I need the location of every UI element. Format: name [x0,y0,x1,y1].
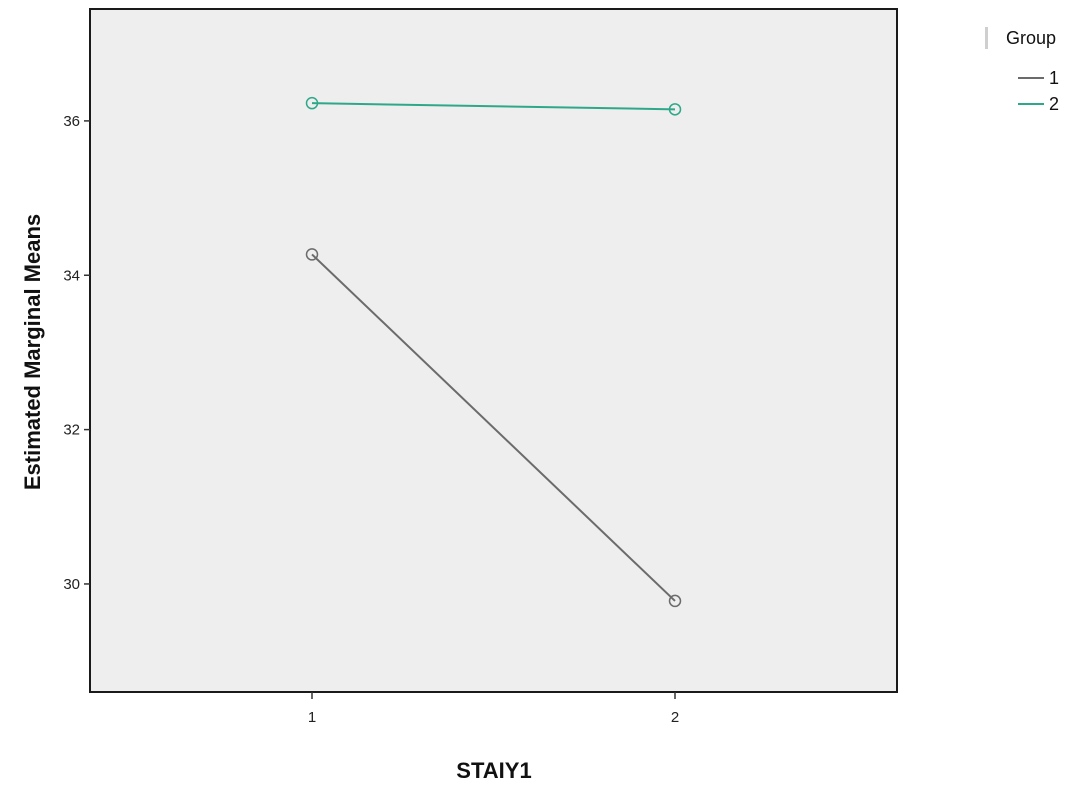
x-tick-label: 1 [308,709,316,726]
series-line-2 [311,102,676,111]
legend-label-2: 2 [1049,94,1059,114]
y-axis: 30 32 34 36 [63,113,90,593]
legend-label-1: 1 [1049,68,1059,88]
data-point-2 [305,96,319,110]
legend: Group 1 2 [985,27,1059,114]
y-tick-label: 36 [63,113,80,130]
y-tick-label: 32 [63,422,80,439]
x-axis-title: STAIY1 [456,758,531,783]
legend-marker [985,27,988,49]
x-tick-label: 2 [671,709,679,726]
data-point-1 [305,248,319,261]
y-tick-label: 30 [63,576,80,593]
plot-area [89,8,898,693]
y-tick-label: 34 [63,267,80,284]
data-point-1 [668,594,682,608]
series-line-1 [311,253,676,602]
y-axis-title: Estimated Marginal Means [20,214,45,490]
series-layer [305,96,682,608]
legend-title: Group [1006,28,1056,48]
data-point-2 [668,103,682,116]
